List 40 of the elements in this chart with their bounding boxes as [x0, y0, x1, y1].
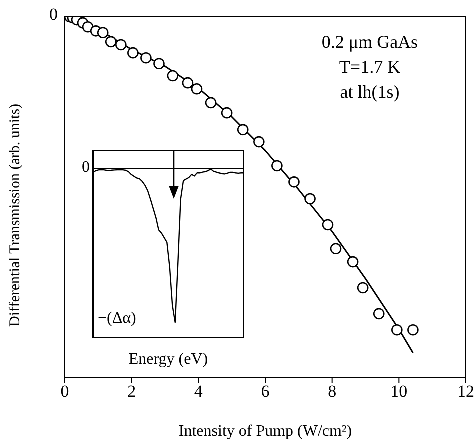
point [182, 77, 194, 89]
annotation: 0 [50, 5, 58, 25]
point [237, 124, 249, 136]
point [408, 324, 419, 336]
point [97, 27, 109, 39]
point [140, 52, 152, 64]
ref-line-label: 0 [82, 158, 90, 178]
point [105, 36, 117, 48]
point [115, 39, 127, 51]
point [221, 107, 233, 119]
point [272, 160, 283, 172]
point [82, 21, 94, 33]
point [357, 282, 369, 294]
annotation: 0.2 μm GaAs [320, 31, 420, 54]
x-tick-label: 4 [194, 382, 204, 402]
point [330, 243, 342, 255]
point [288, 176, 300, 188]
x-tick-label: 12 [458, 382, 474, 402]
point [322, 219, 334, 231]
annotation: T=1.7 K [338, 56, 402, 79]
point [304, 193, 316, 205]
x-tick-label: 6 [261, 382, 270, 402]
point [167, 70, 179, 82]
point [392, 324, 403, 336]
point [191, 83, 203, 95]
annotation: −(Δα) [98, 310, 136, 327]
x-tick-label: 2 [128, 382, 136, 402]
x-axis-title: Energy (eV) [128, 351, 208, 368]
x-tick-label: 0 [60, 382, 70, 402]
point [128, 47, 139, 59]
y-axis-title: Differential Transmission (arb. units) [7, 104, 24, 327]
point [373, 308, 385, 320]
x-axis-title: Intensity of Pump (W/cm²) [178, 423, 352, 440]
point [205, 97, 217, 109]
annotation: at lh(1s) [339, 81, 401, 104]
point [347, 256, 359, 268]
point [254, 136, 265, 148]
x-tick-label: 10 [390, 382, 408, 402]
x-tick-label: 8 [328, 382, 337, 402]
point [154, 58, 165, 70]
